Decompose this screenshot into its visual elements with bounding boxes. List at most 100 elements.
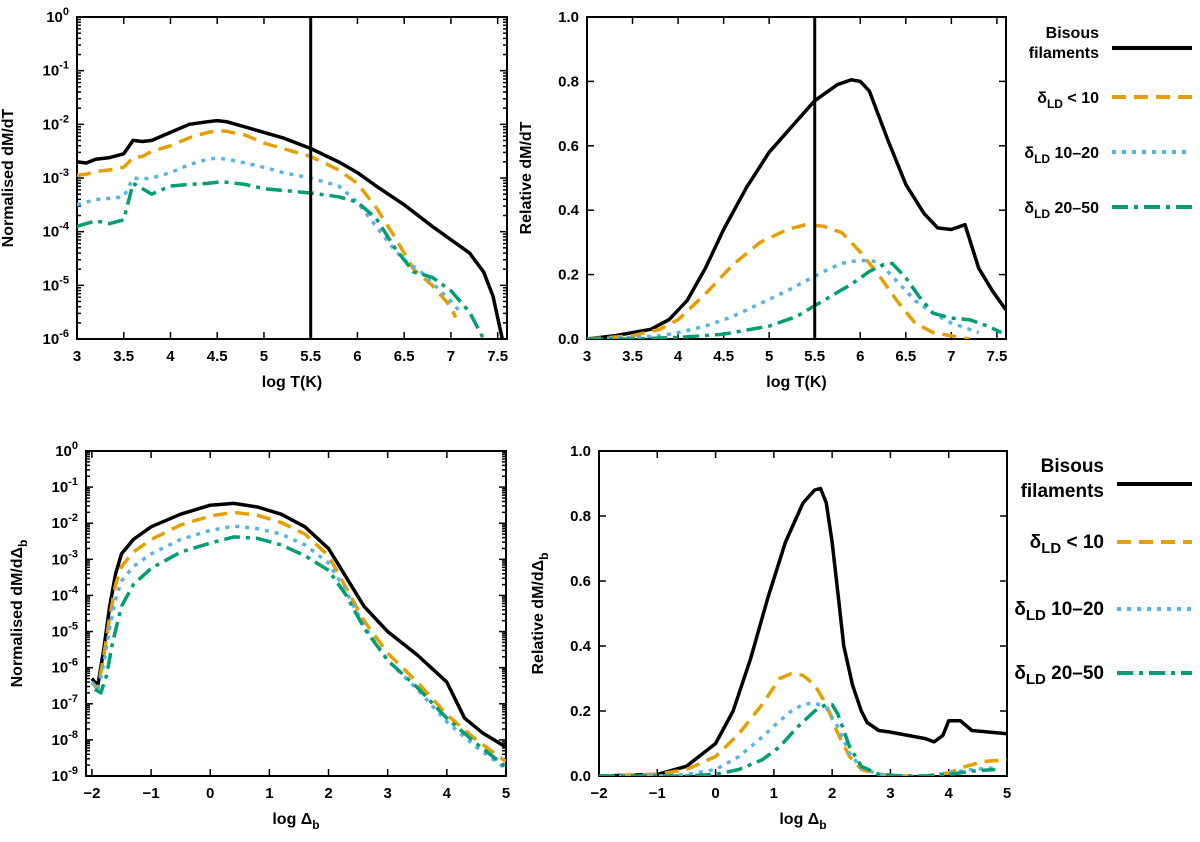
x-tick-label: −2 bbox=[83, 785, 100, 802]
y-tick-label: 0.2 bbox=[558, 267, 579, 284]
x-tick-label: 5 bbox=[765, 348, 773, 365]
x-tick-label: 5 bbox=[1003, 785, 1011, 802]
legend-bottom: Bisous filaments δLD < 10 δLD 10–20 δLD 20–5… bbox=[1014, 456, 1192, 688]
y-tick-label: 10-5 bbox=[52, 621, 78, 641]
x-tick-label: 3 bbox=[583, 348, 591, 365]
x-tick-label: 6.5 bbox=[394, 348, 415, 365]
y-tick-label: 0.8 bbox=[558, 73, 579, 90]
series-dld-10-20 bbox=[587, 258, 980, 339]
plot-frame bbox=[76, 16, 508, 340]
y-tick-label: 10-1 bbox=[43, 60, 69, 80]
y-tick-label: 0.8 bbox=[570, 508, 591, 525]
y-tick-label: 10-4 bbox=[43, 221, 70, 241]
x-tick-label: −2 bbox=[590, 785, 607, 802]
panel-a: 3 3.5 4 4.5 5 5.5 6 6.5 7 7.5 100 10-1 10-2 10-3 10-4 1… bbox=[0, 6, 508, 391]
x-tick-label: 6 bbox=[856, 348, 864, 365]
y-tick-label: 10-6 bbox=[43, 328, 69, 348]
series-dld-lt10 bbox=[77, 129, 458, 319]
x-tick-label: 5 bbox=[502, 785, 510, 802]
x-tick-label: 0 bbox=[711, 785, 719, 802]
y-tick-label: 10-5 bbox=[43, 274, 69, 294]
x-tick-label: 6.5 bbox=[895, 348, 916, 365]
plot-frame bbox=[85, 450, 507, 777]
x-tick-label: 4 bbox=[945, 785, 954, 802]
y-tick-label: 10-2 bbox=[52, 512, 78, 532]
legend-label: δLD < 10 bbox=[1030, 532, 1104, 557]
legend-label: δLD 20–50 bbox=[1014, 663, 1104, 688]
x-tick-label: 3 bbox=[886, 785, 894, 802]
y-tick-label: 0.0 bbox=[570, 768, 591, 785]
series-bisous bbox=[599, 486, 1007, 776]
series-dld-10-20 bbox=[77, 156, 462, 314]
legend-label: δLD < 10 bbox=[1037, 90, 1099, 111]
x-tick-label: 5.5 bbox=[804, 348, 825, 365]
y-tick-label: 1.0 bbox=[558, 9, 579, 26]
y-axis-label: Normalised dM/dΔb bbox=[9, 540, 30, 688]
x-tick-label: 1 bbox=[770, 785, 778, 802]
y-tick-label: 1.0 bbox=[570, 443, 591, 460]
x-tick-label: 4 bbox=[166, 348, 175, 365]
legend-label: Bisous bbox=[1046, 25, 1099, 42]
x-tick-label: −1 bbox=[649, 785, 666, 802]
legend-label: δLD 10–20 bbox=[1014, 599, 1104, 624]
series-dld-20-50 bbox=[599, 702, 996, 776]
series-bisous bbox=[587, 78, 1006, 339]
x-tick-label: 3 bbox=[384, 785, 392, 802]
x-tick-label: −1 bbox=[143, 785, 160, 802]
x-tick-label: 7 bbox=[947, 348, 955, 365]
legend-label: Bisous bbox=[1041, 456, 1104, 477]
y-tick-label: 0.0 bbox=[558, 331, 579, 348]
series-dld-20-50 bbox=[587, 261, 1003, 339]
x-tick-label: 2 bbox=[324, 785, 332, 802]
legend-label: δLD 10–20 bbox=[1024, 145, 1099, 166]
y-tick-label: 0.4 bbox=[570, 638, 592, 655]
plot-frame bbox=[598, 450, 1008, 777]
x-tick-label: 1 bbox=[265, 785, 273, 802]
y-tick-label: 0.6 bbox=[558, 138, 579, 155]
legend-label: filaments bbox=[1021, 481, 1104, 502]
x-tick-label: 5 bbox=[260, 348, 268, 365]
x-axis-label: log Δb bbox=[779, 811, 826, 832]
y-tick-label: 10-6 bbox=[52, 657, 78, 677]
x-axis-label: log Δb bbox=[272, 811, 319, 832]
y-tick-label: 0.2 bbox=[570, 703, 591, 720]
series-dld-lt10 bbox=[90, 510, 506, 764]
x-tick-label: 4.5 bbox=[713, 348, 734, 365]
x-tick-label: 2 bbox=[828, 785, 836, 802]
y-tick-label: 10-2 bbox=[43, 113, 69, 133]
y-axis-label: Normalised dM/dT bbox=[0, 108, 17, 247]
y-tick-label: 10-1 bbox=[52, 476, 78, 496]
y-tick-label: 10-7 bbox=[52, 693, 78, 713]
y-tick-label: 100 bbox=[46, 6, 69, 26]
y-tick-label: 0.4 bbox=[558, 202, 580, 219]
x-axis-label: log T(K) bbox=[262, 374, 322, 391]
x-tick-label: 4 bbox=[674, 348, 683, 365]
y-tick-label: 100 bbox=[55, 440, 78, 460]
panel-b: 3 3.5 4 4.5 5 5.5 6 6.5 7 7.5 0.0 0.2 0.4 0.6 0.8 1.0 lo… bbox=[518, 9, 1007, 391]
y-tick-label: 0.6 bbox=[570, 573, 591, 590]
plot-frame bbox=[586, 16, 1007, 340]
legend-label: filaments bbox=[1029, 45, 1099, 62]
series-bisous bbox=[77, 118, 505, 339]
y-tick-label: 10-3 bbox=[52, 548, 78, 568]
legend-top: Bisous filaments δLD < 10 δLD 10–20 δLD 20–5… bbox=[1024, 25, 1192, 221]
x-tick-label: 3.5 bbox=[113, 348, 134, 365]
x-tick-label: 7.5 bbox=[986, 348, 1007, 365]
series-bisous bbox=[90, 501, 506, 749]
panel-c: −2 −1 0 1 2 3 4 5 100 10-1 10-2 10-3 10-4 10-5 10-6 10-… bbox=[9, 440, 510, 832]
series-dld-20-50 bbox=[77, 180, 486, 339]
legend-label: δLD 20–50 bbox=[1024, 200, 1099, 221]
x-tick-label: 5.5 bbox=[300, 348, 321, 365]
x-axis-label: log T(K) bbox=[766, 374, 826, 391]
y-axis-label: Relative dM/dT bbox=[518, 121, 535, 234]
x-tick-label: 4 bbox=[443, 785, 452, 802]
x-tick-label: 3.5 bbox=[622, 348, 643, 365]
series-dld-20-50 bbox=[93, 535, 506, 769]
x-tick-label: 4.5 bbox=[207, 348, 228, 365]
x-tick-label: 7 bbox=[447, 348, 455, 365]
y-tick-label: 10-3 bbox=[43, 167, 69, 187]
x-tick-label: 7.5 bbox=[487, 348, 508, 365]
x-tick-label: 3 bbox=[73, 348, 81, 365]
series-dld-10-20 bbox=[599, 701, 996, 776]
y-tick-label: 10-9 bbox=[52, 765, 78, 785]
